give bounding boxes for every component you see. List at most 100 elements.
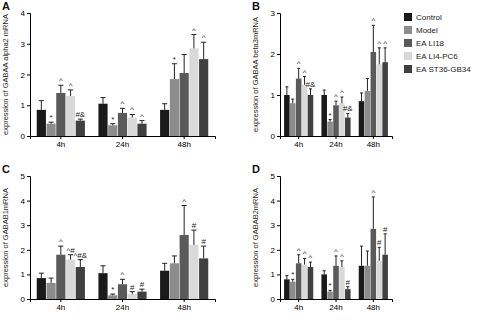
significance-mark: ^ [121,99,125,108]
bar [37,278,46,299]
error-bar [203,246,204,258]
tick-mark [298,136,299,139]
x-tick: 4h [56,136,65,149]
tick-label: 4h [56,140,65,149]
bar [137,292,146,299]
error-bar [164,104,165,110]
legend-entry: Model [404,26,438,35]
y-axis: 012345 [21,172,31,304]
significance-mark: ^#& [74,251,88,260]
bar [339,267,345,299]
error-cap [360,246,363,247]
bar [108,295,117,299]
significance-mark: ^ [59,76,63,85]
significance-mark: # [346,278,351,287]
error-cap [49,278,54,279]
annotations: *^^^^^^#&#&^ [297,16,387,119]
bar [76,267,85,299]
bar [359,101,365,136]
error-bar [286,276,287,280]
bar [290,103,296,136]
error-cap [366,78,369,79]
y-axis-title: expression of GABAA alpha2 mRNA [1,14,10,135]
significance-mark: ^ [377,39,381,48]
bar [118,113,127,136]
significance-mark: ^ [309,253,313,262]
error-bar [324,271,325,275]
legend-swatch [404,52,412,60]
y-tick: 1 [271,91,280,100]
bar [56,93,65,136]
error-bar [373,25,374,52]
significance-mark: ^ [334,247,338,256]
tick-mark [60,299,61,302]
significance-mark: ^ [192,26,196,35]
bar [296,263,302,299]
x-axis: 4h24h48h [281,136,393,149]
tick-mark [27,105,30,106]
significance-mark: # [377,238,382,247]
tick-label: 0 [271,132,276,141]
significance-mark: # [383,225,388,234]
error-bar [184,55,185,73]
error-cap [360,92,363,93]
bar [376,64,382,136]
significance-mark: ^ [334,92,338,101]
x-tick: 48h [177,299,190,312]
tick-mark [277,176,280,177]
tick-label: 5 [21,172,26,181]
bar [327,292,333,299]
axis-line [27,177,31,300]
significance-mark: ^ [371,188,375,197]
bar [128,294,137,299]
y-tick: 4 [21,9,30,18]
significance-mark: ^ [69,81,73,90]
tick-mark [60,136,61,139]
significance-mark: ^ [383,39,387,48]
y-axis: 0123 [271,9,281,141]
significance-mark: ^ [340,88,344,97]
tick-label: 1 [271,270,276,279]
significance-mark: ^ [130,105,134,114]
tick-mark [27,13,30,14]
tick-label: 0 [271,295,276,304]
y-axis-title: expression of GABAB1mRNA [1,188,10,287]
x-axis: 4h24h48h [31,299,216,312]
panel-label: C [2,163,10,175]
tick-mark [277,136,280,137]
tick-mark [373,136,374,139]
y-tick: 0 [21,132,30,141]
bar [47,124,56,136]
error-bar [60,85,61,93]
error-bar [385,234,386,255]
bar [170,79,179,136]
axis-line [277,14,281,137]
tick-label: 4h [56,303,65,312]
error-bar [373,197,374,229]
tick-mark [184,136,185,139]
error-cap [291,99,294,100]
error-cap [39,100,44,101]
figure: ***^^^^^#&^^012344h24h48hexpression of G… [0,0,500,323]
error-bar [385,48,386,62]
tick-label: 24h [329,140,342,149]
bar [76,121,85,136]
y-axis-title: expression of GABAA beta3mRNA [251,17,260,132]
bar [160,271,169,299]
bar [199,258,208,299]
tick-label: 3 [271,221,276,230]
tick-mark [27,250,30,251]
x-tick: 48h [177,136,190,149]
y-tick: 3 [21,221,30,230]
tick-label: 4h [294,140,303,149]
bar [108,125,117,136]
error-cap [366,251,369,252]
error-bar [70,90,71,96]
tick-mark [27,176,30,177]
legend-swatch [404,26,412,34]
axis-line [281,137,393,140]
bar [302,265,308,299]
error-bar [174,64,175,79]
axis-line [281,300,393,303]
tick-mark [336,136,337,139]
